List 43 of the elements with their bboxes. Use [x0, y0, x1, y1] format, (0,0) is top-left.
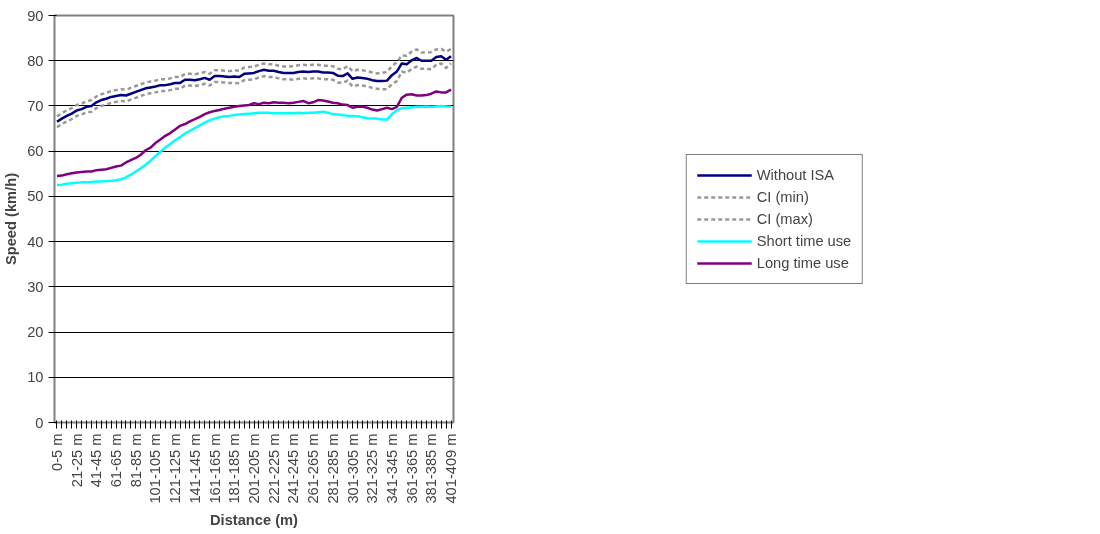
x-tick-label: 241-245 m [285, 433, 302, 504]
x-tick-label: 321-325 m [364, 433, 381, 504]
legend-label: CI (min) [756, 188, 809, 205]
y-tick-label: 30 [27, 278, 44, 295]
x-tick-label: 221-225 m [265, 433, 282, 504]
legend-label: CI (max) [756, 210, 813, 227]
y-axis-title: Speed (km/h) [3, 172, 20, 266]
x-axis-title: Distance (m) [210, 511, 299, 528]
y-tick-label: 0 [35, 414, 44, 431]
x-tick-label: 21-25 m [68, 433, 85, 488]
x-tick-label: 201-205 m [246, 433, 262, 504]
x-tick-label: 361-365 m [403, 433, 420, 504]
line-series [55, 104, 453, 187]
y-tick-label: 70 [27, 97, 44, 114]
y-tick-label: 10 [27, 369, 44, 386]
line-series [55, 47, 453, 118]
x-tick-label: 121-125 m [167, 433, 184, 504]
x-tick-label: 161-165 m [206, 433, 223, 504]
y-tick-label: 20 [27, 324, 44, 341]
x-tick-label: 301-305 m [344, 433, 361, 504]
y-tick-label: 50 [27, 188, 44, 205]
x-tick-label: 281-285 m [324, 433, 341, 504]
y-tick-label: 80 [27, 52, 44, 69]
y-tick-label: 60 [27, 143, 44, 160]
x-tick-label: 41-45 m [88, 433, 105, 488]
x-tick-label: 341-345 m [383, 433, 400, 504]
x-tick-label: 81-85 m [127, 433, 144, 488]
x-tick-label: 101-105 m [147, 433, 164, 504]
x-tick-label: 381-385 m [423, 433, 440, 504]
x-tick-label: 181-185 m [226, 433, 243, 504]
x-tick-label: 61-65 m [108, 433, 125, 488]
line-series [55, 54, 453, 124]
x-tick-label: 0-5 m [48, 433, 65, 471]
legend-label: Without ISA [756, 166, 835, 183]
x-tick-label: 261-265 m [305, 433, 322, 504]
line-series [55, 62, 453, 129]
x-tick-label: 141-145 m [186, 433, 203, 504]
legend-label: Short time use [756, 232, 852, 249]
x-tick-label: 401-409 m [443, 433, 460, 504]
line-series [55, 88, 453, 178]
legend-label: Long time use [756, 254, 849, 271]
y-tick-label: 90 [27, 7, 44, 24]
y-tick-label: 40 [27, 233, 44, 250]
